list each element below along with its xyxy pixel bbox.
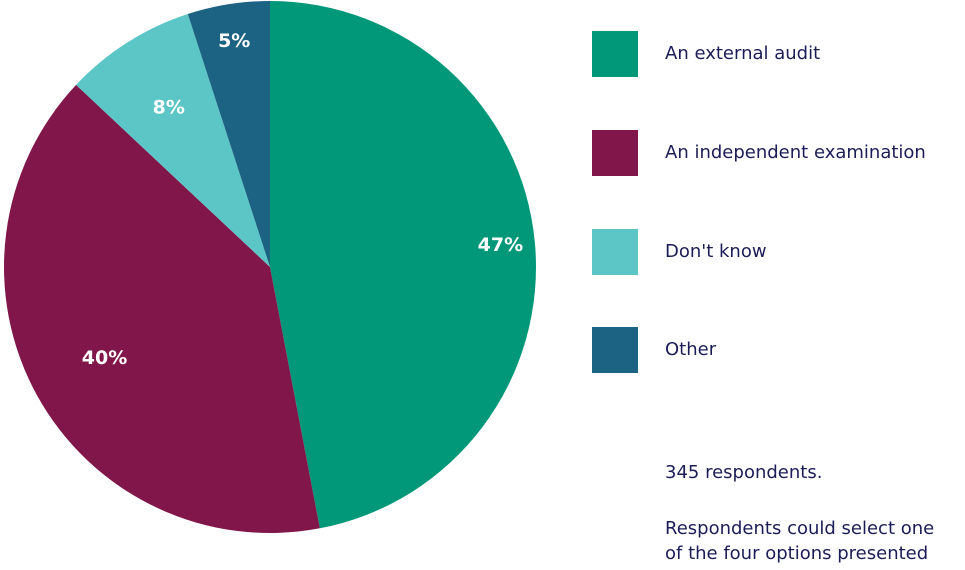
selection-note-line-1: Respondents could select one: [665, 518, 935, 539]
respondents-note: 345 respondents.: [665, 462, 823, 483]
pie-label-independent-examination: 40%: [82, 347, 127, 369]
pie-chart: 47% 40% 8% 5%: [4, 0, 537, 534]
legend-swatch-other: [592, 327, 638, 373]
legend-swatch-external-audit: [592, 31, 638, 77]
legend-label-external-audit: An external audit: [665, 43, 821, 64]
pie-label-external-audit: 47%: [478, 234, 523, 256]
legend-swatch-dont-know: [592, 229, 638, 275]
legend-swatch-independent-examination: [592, 130, 638, 176]
pie-slice-independent-examination: [4, 84, 320, 534]
pie-label-other: 5%: [218, 30, 250, 52]
legend-label-independent-examination: An independent examination: [665, 142, 926, 163]
pie-slice-other: [187, 0, 270, 267]
selection-note-line-2: of the four options presented: [665, 543, 929, 564]
pie-label-dont-know: 8%: [153, 97, 185, 119]
pie-slice-dont-know: [76, 14, 270, 267]
legend-label-other: Other: [665, 339, 717, 360]
legend-label-dont-know: Don't know: [665, 241, 767, 262]
pie-slice-external-audit: [270, 1, 537, 529]
